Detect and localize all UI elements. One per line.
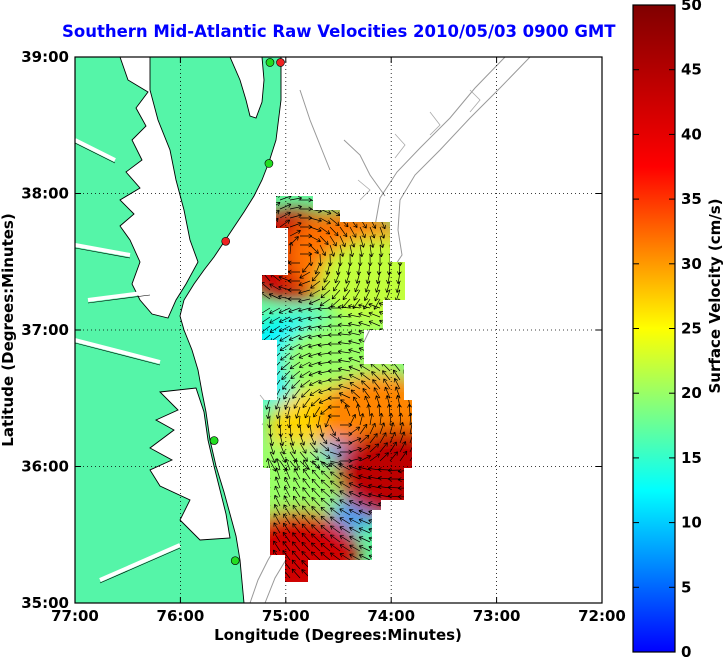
- rivers: [75, 138, 181, 582]
- delaware-bay: [229, 57, 265, 119]
- colorbar-tick-label: 25: [681, 320, 702, 338]
- colorbar-ticks: 0 5 10 15 20 25 30 35 40 45 50: [633, 0, 702, 659]
- y-tick-label: 38:00: [21, 185, 69, 203]
- y-axis-label: Latitude (Degrees:Minutes): [0, 213, 17, 446]
- colorbar: [632, 4, 676, 653]
- land: [75, 57, 282, 603]
- colorbar-tick-label: 40: [681, 125, 702, 143]
- chart-title: Southern Mid-Atlantic Raw Velocities 201…: [62, 22, 616, 41]
- colorbar-tick-label: 45: [681, 61, 702, 79]
- sound: [149, 387, 231, 541]
- x-tick-label: 74:00: [367, 607, 415, 625]
- colorbar-tick-label: 0: [681, 643, 691, 659]
- station-marker: [276, 58, 285, 67]
- chesapeake-bay: [119, 57, 199, 319]
- x-axis-label: Longitude (Degrees:Minutes): [214, 626, 462, 644]
- colorbar-tick-label: 10: [681, 514, 702, 532]
- colorbar-tick-label: 35: [681, 190, 702, 208]
- station-marker: [221, 236, 231, 246]
- bathymetry-detail: [259, 89, 481, 426]
- station-marker: [264, 159, 274, 168]
- velocity-region-east-spot: [334, 428, 412, 519]
- x-tick-label: 72:00: [578, 607, 626, 625]
- x-tick-label: 77:00: [51, 607, 99, 625]
- x-tick-label: 75:00: [262, 607, 310, 625]
- x-tick-label: 76:00: [157, 607, 205, 625]
- colorbar-label: Surface Velocity (cm/s): [706, 198, 724, 393]
- x-axis: 77:00 76:00 75:00 74:00 73:00 72:00: [51, 57, 626, 625]
- station-marker: [209, 436, 219, 445]
- y-tick-label: 36:00: [21, 458, 69, 476]
- grid: [75, 57, 602, 603]
- bathymetry-contours: [249, 57, 531, 603]
- y-axis: 39:00 38:00 37:00 36:00 35:00: [21, 48, 602, 612]
- coast-detail: [75, 142, 181, 584]
- velocity-region-south-west: [262, 441, 343, 532]
- station-marker: [230, 556, 240, 565]
- station-marker: [265, 58, 275, 67]
- colorbar-tick-label: 20: [681, 384, 702, 402]
- colorbar-tick-label: 5: [681, 578, 691, 596]
- y-tick-label: 39:00: [21, 48, 69, 66]
- x-tick-label: 73:00: [473, 607, 521, 625]
- colorbar-tick-label: 30: [681, 255, 702, 273]
- colorbar-tick-label: 50: [681, 0, 702, 14]
- y-tick-label: 37:00: [21, 321, 69, 339]
- colorbar-tick-label: 15: [681, 449, 702, 467]
- y-tick-label: 35:00: [21, 594, 69, 612]
